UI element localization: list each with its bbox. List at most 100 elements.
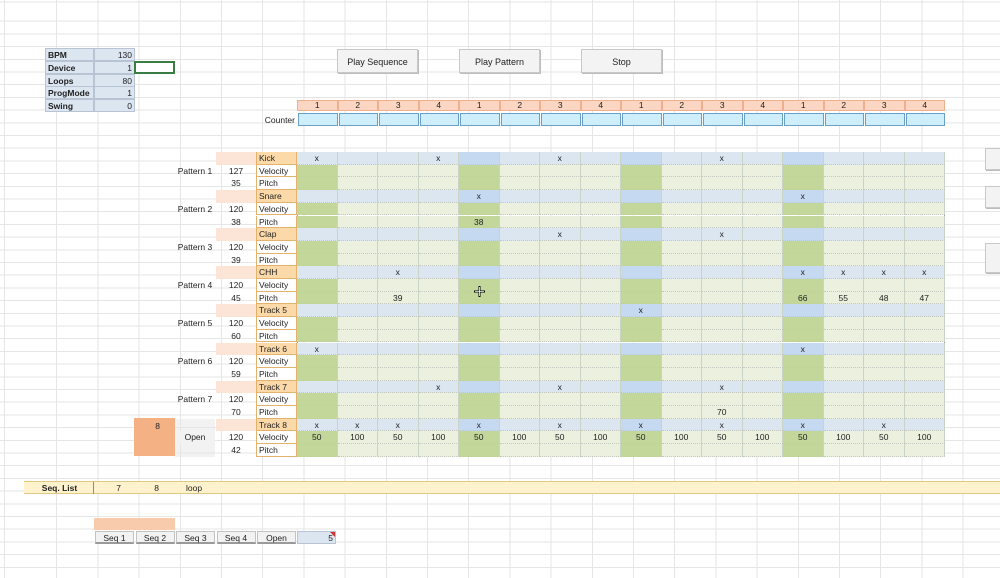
seq-value-cell[interactable]: 5 — [297, 531, 336, 544]
step-cell[interactable] — [418, 304, 459, 318]
pitch-cell[interactable] — [297, 215, 338, 229]
pitch-cell[interactable] — [580, 406, 621, 419]
pitch-cell[interactable] — [661, 291, 702, 305]
step-cell[interactable]: x — [540, 228, 581, 241]
pitch-cell[interactable] — [742, 406, 783, 419]
velocity-cell[interactable] — [337, 279, 378, 292]
step-cell[interactable] — [337, 342, 378, 356]
step-cell[interactable] — [378, 342, 419, 356]
pattern-velocity[interactable]: 120 — [228, 356, 244, 367]
velocity-cell[interactable] — [337, 393, 378, 406]
velocity-cell[interactable] — [337, 202, 378, 216]
pitch-cell[interactable] — [702, 291, 743, 305]
pitch-cell[interactable] — [621, 329, 662, 343]
play-pattern-button[interactable]: Play Pattern — [459, 49, 540, 73]
pitch-cell[interactable] — [418, 406, 459, 419]
pattern-pitch[interactable]: 35 — [231, 178, 241, 189]
velocity-cell[interactable] — [337, 317, 378, 330]
track-name[interactable]: Track 7 — [256, 380, 297, 394]
seq-button[interactable]: Seq 1 — [95, 531, 134, 544]
pitch-cell[interactable] — [864, 367, 905, 381]
velocity-cell[interactable] — [297, 317, 338, 330]
velocity-cell[interactable] — [904, 279, 945, 292]
track-name[interactable]: Track 6 — [256, 342, 297, 356]
step-cell[interactable] — [823, 228, 864, 241]
pitch-cell[interactable] — [459, 177, 500, 191]
velocity-cell[interactable] — [297, 202, 338, 216]
velocity-cell[interactable] — [297, 240, 338, 254]
velocity-cell[interactable] — [742, 355, 783, 368]
velocity-cell[interactable] — [783, 240, 824, 254]
step-cell[interactable] — [661, 152, 702, 165]
pitch-cell[interactable] — [783, 253, 824, 267]
velocity-cell[interactable] — [621, 202, 662, 216]
pitch-cell[interactable] — [864, 406, 905, 419]
seq-list-value-2[interactable]: 8 — [154, 483, 159, 493]
pitch-cell[interactable] — [742, 215, 783, 229]
pitch-cell[interactable] — [823, 215, 864, 229]
step-cell[interactable]: x — [378, 418, 419, 432]
pitch-cell[interactable] — [459, 406, 500, 419]
step-cell[interactable] — [459, 342, 500, 356]
pitch-cell[interactable] — [580, 177, 621, 191]
velocity-cell[interactable] — [783, 355, 824, 368]
step-cell[interactable]: x — [783, 266, 824, 279]
pitch-cell[interactable] — [661, 253, 702, 267]
step-cell[interactable] — [378, 304, 419, 318]
pitch-cell[interactable] — [378, 406, 419, 419]
velocity-cell[interactable] — [337, 164, 378, 178]
pitch-cell[interactable] — [904, 177, 945, 191]
step-cell[interactable] — [823, 380, 864, 394]
step-cell[interactable] — [580, 190, 621, 203]
velocity-cell[interactable] — [418, 202, 459, 216]
step-cell[interactable] — [621, 228, 662, 241]
pattern-velocity[interactable]: 120 — [228, 241, 244, 252]
velocity-cell[interactable]: 50 — [621, 431, 662, 445]
step-cell[interactable] — [904, 418, 945, 432]
velocity-cell[interactable] — [783, 202, 824, 216]
pitch-cell[interactable] — [904, 444, 945, 457]
pattern-velocity[interactable]: 120 — [228, 432, 244, 443]
step-cell[interactable]: x — [540, 380, 581, 394]
setting-value[interactable]: 80 — [94, 73, 135, 87]
velocity-cell[interactable] — [499, 240, 540, 254]
pattern-pitch[interactable]: 70 — [231, 407, 241, 417]
pitch-cell[interactable] — [580, 291, 621, 305]
pitch-cell[interactable] — [904, 406, 945, 419]
step-cell[interactable] — [499, 190, 540, 203]
step-cell[interactable] — [742, 342, 783, 356]
pitch-cell[interactable] — [499, 253, 540, 267]
step-cell[interactable] — [378, 190, 419, 203]
selected-pattern-cell[interactable] — [134, 418, 175, 456]
pitch-cell[interactable] — [783, 444, 824, 457]
velocity-cell[interactable] — [904, 164, 945, 178]
pitch-cell[interactable]: 38 — [459, 215, 500, 229]
step-cell[interactable] — [580, 266, 621, 279]
velocity-cell[interactable] — [378, 240, 419, 254]
velocity-cell[interactable] — [864, 317, 905, 330]
step-cell[interactable] — [337, 380, 378, 394]
pitch-cell[interactable] — [297, 177, 338, 191]
selected-cell[interactable] — [134, 61, 175, 74]
track-name[interactable]: Snare — [256, 190, 297, 203]
velocity-cell[interactable] — [499, 279, 540, 292]
pitch-cell[interactable] — [742, 367, 783, 381]
velocity-cell[interactable] — [864, 240, 905, 254]
pitch-cell[interactable] — [297, 444, 338, 457]
seq-button[interactable]: Seq 4 — [216, 531, 256, 544]
step-cell[interactable] — [864, 380, 905, 394]
velocity-cell[interactable] — [378, 393, 419, 406]
step-cell[interactable]: x — [297, 342, 338, 356]
step-cell[interactable] — [418, 418, 459, 432]
step-cell[interactable] — [823, 190, 864, 203]
velocity-cell[interactable] — [580, 393, 621, 406]
velocity-cell[interactable] — [661, 202, 702, 216]
pitch-cell[interactable] — [337, 406, 378, 419]
velocity-cell[interactable] — [459, 355, 500, 368]
pitch-cell[interactable] — [742, 253, 783, 267]
step-cell[interactable] — [742, 152, 783, 165]
velocity-cell[interactable] — [823, 202, 864, 216]
pitch-cell[interactable] — [864, 329, 905, 343]
pitch-cell[interactable] — [580, 215, 621, 229]
velocity-cell[interactable] — [378, 164, 419, 178]
